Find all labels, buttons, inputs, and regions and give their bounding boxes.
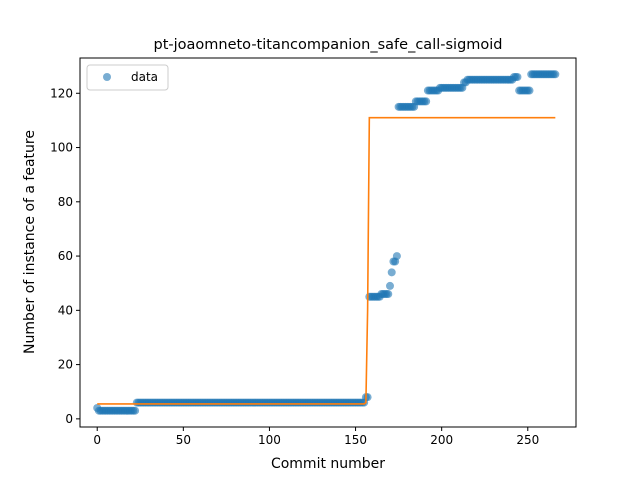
y-tick-label: 20	[58, 358, 73, 372]
data-point	[422, 97, 431, 106]
x-tick-label: 100	[258, 433, 281, 447]
data-point	[384, 290, 393, 299]
chart-title: pt-joaomneto-titancompanion_safe_call-si…	[153, 37, 502, 53]
y-tick-label: 100	[50, 141, 73, 155]
data-point	[386, 281, 394, 290]
data-point	[387, 268, 396, 277]
y-tick-label: 60	[58, 249, 73, 263]
data-point	[525, 86, 534, 95]
x-tick-label: 200	[430, 433, 453, 447]
legend-label: data	[131, 70, 158, 84]
legend: data	[86, 64, 169, 91]
data-point	[131, 406, 140, 415]
x-axis-label: Commit number	[271, 456, 385, 472]
x-tick-label: 0	[93, 433, 101, 447]
legend-box	[86, 64, 169, 91]
y-axis-label: Number of instance of a feature	[22, 130, 38, 354]
y-tick-label: 120	[50, 86, 73, 100]
plot-area	[93, 70, 560, 415]
data-point	[363, 393, 372, 402]
y-tick-label: 0	[65, 412, 73, 426]
x-tick-label: 50	[176, 433, 191, 447]
data-point	[513, 72, 522, 81]
y-tick-label: 40	[58, 303, 73, 317]
legend-marker	[103, 73, 111, 81]
x-tick-label: 150	[344, 433, 367, 447]
data-point	[551, 70, 560, 79]
data-point	[392, 252, 401, 261]
x-tick-label: 250	[516, 433, 539, 447]
sigmoid-fit-line	[97, 116, 556, 405]
plot-frame	[79, 57, 577, 428]
axis-ticks: 0 50 100 150 200 250 0 20 40 60 80 100 120	[50, 86, 539, 447]
y-tick-label: 80	[58, 195, 73, 209]
